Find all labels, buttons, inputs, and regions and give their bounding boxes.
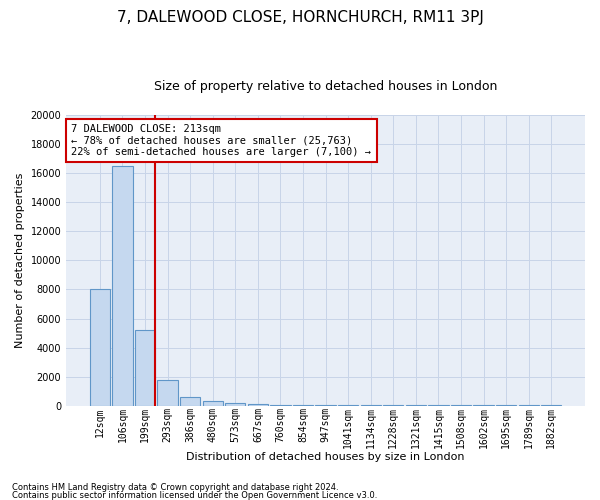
- Bar: [248, 404, 268, 406]
- Bar: [180, 397, 200, 406]
- Bar: [383, 405, 403, 406]
- Text: Contains public sector information licensed under the Open Government Licence v3: Contains public sector information licen…: [12, 491, 377, 500]
- Bar: [406, 405, 426, 406]
- Bar: [225, 403, 245, 406]
- Bar: [451, 405, 471, 406]
- Bar: [518, 405, 539, 406]
- Bar: [316, 405, 336, 406]
- Text: 7, DALEWOOD CLOSE, HORNCHURCH, RM11 3PJ: 7, DALEWOOD CLOSE, HORNCHURCH, RM11 3PJ: [116, 10, 484, 25]
- Bar: [203, 402, 223, 406]
- Bar: [541, 405, 562, 406]
- Bar: [496, 405, 516, 406]
- Bar: [157, 380, 178, 406]
- Bar: [135, 330, 155, 406]
- X-axis label: Distribution of detached houses by size in London: Distribution of detached houses by size …: [187, 452, 465, 462]
- Bar: [112, 166, 133, 406]
- Bar: [90, 290, 110, 406]
- Bar: [293, 405, 313, 406]
- Title: Size of property relative to detached houses in London: Size of property relative to detached ho…: [154, 80, 497, 93]
- Bar: [428, 405, 449, 406]
- Bar: [361, 405, 381, 406]
- Text: 7 DALEWOOD CLOSE: 213sqm
← 78% of detached houses are smaller (25,763)
22% of se: 7 DALEWOOD CLOSE: 213sqm ← 78% of detach…: [71, 124, 371, 157]
- Y-axis label: Number of detached properties: Number of detached properties: [15, 172, 25, 348]
- Bar: [270, 405, 290, 406]
- Bar: [473, 405, 494, 406]
- Text: Contains HM Land Registry data © Crown copyright and database right 2024.: Contains HM Land Registry data © Crown c…: [12, 484, 338, 492]
- Bar: [338, 405, 358, 406]
